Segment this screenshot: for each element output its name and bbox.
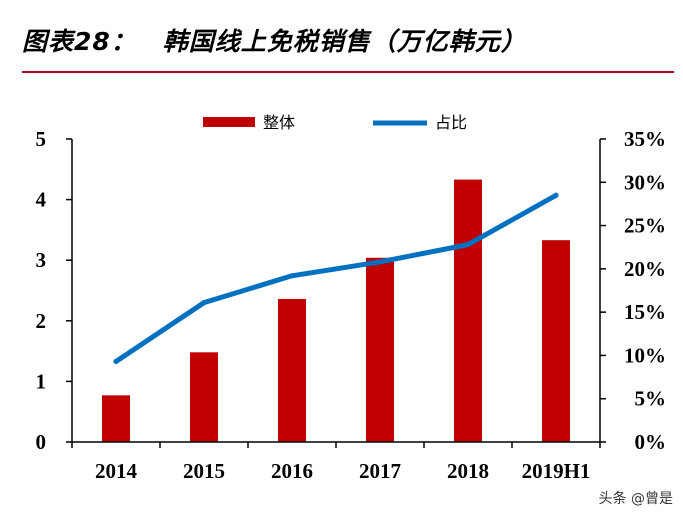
title-rule (22, 71, 674, 73)
line-point-2016 (289, 273, 295, 279)
y-right-tick-label: 0% (635, 430, 667, 454)
y-left-tick-label: 4 (36, 188, 47, 212)
line-point-2017 (377, 259, 383, 265)
y-right-tick-label: 25% (624, 214, 666, 238)
figure-title: 图表28： 韩国线上免税销售（万亿韩元） (22, 27, 527, 56)
x-tick-label-2019H1: 2019H1 (522, 459, 591, 483)
x-tick-label-2014: 2014 (95, 459, 138, 483)
x-tick-label-2015: 2015 (183, 459, 225, 483)
x-tick-label-2018: 2018 (447, 459, 489, 483)
bar-2015 (190, 352, 218, 442)
bar-2014 (102, 395, 130, 442)
bar-2017 (366, 257, 394, 442)
y-right-tick-label: 20% (624, 257, 666, 281)
y-right-tick-label: 35% (624, 127, 666, 151)
y-right-tick-label: 15% (624, 300, 666, 324)
legend-line-label: 占比 (435, 113, 467, 132)
line-point-2018 (465, 242, 471, 248)
line-share (113, 192, 559, 364)
y-left-tick-label: 3 (36, 248, 47, 272)
y-left-tick-label: 1 (36, 369, 47, 393)
line-series (113, 192, 559, 364)
legend-bar-label: 整体 (263, 113, 295, 132)
y-left-tick-label: 5 (36, 127, 47, 151)
legend: 整体 占比 (203, 113, 467, 132)
y-left-tick-label: 0 (36, 430, 47, 454)
x-tick-label-2017: 2017 (359, 459, 401, 483)
bars (102, 179, 570, 443)
y-right-tick-label: 30% (624, 170, 666, 194)
axes: 0 1 2 3 4 5 0% 5% 10% 15% 20% 25% 30% 35% 2014 2015 2016… (36, 127, 667, 483)
y-left-tick-label: 2 (36, 309, 47, 333)
y-right-tick-label: 10% (624, 343, 666, 367)
x-tick-label-2016: 2016 (271, 459, 313, 483)
legend-bar-swatch (203, 117, 255, 127)
line-point-2019H1 (553, 192, 559, 198)
bar-2019H1 (542, 240, 570, 442)
bar-2018 (454, 179, 482, 443)
line-point-2014 (113, 358, 119, 364)
bar-2016 (278, 298, 306, 442)
watermark: 头条 @曾是 (598, 491, 673, 507)
y-right-tick-label: 5% (635, 387, 667, 411)
line-point-2015 (201, 300, 207, 306)
